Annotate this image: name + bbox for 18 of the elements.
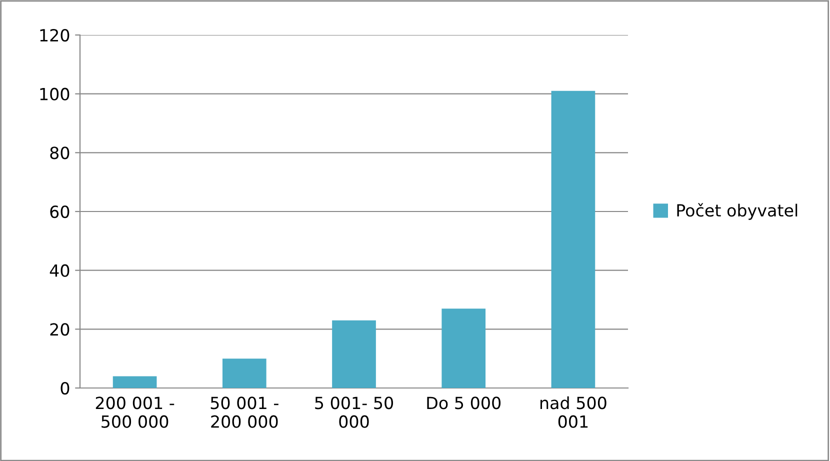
x-tick-label: Do 5 000: [427, 396, 501, 410]
y-tick-label: 0: [60, 382, 70, 395]
x-tick-label: 200 001 - 500 000: [96, 396, 174, 428]
x-tick-label: nad 500 001: [540, 396, 606, 428]
x-tick-label: 5 001- 50 000: [315, 396, 394, 428]
x-tick-label: 50 001 - 200 000: [210, 396, 278, 428]
bar: [442, 308, 486, 388]
bar: [551, 90, 596, 388]
y-tick-label: 100: [40, 88, 70, 100]
y-tick-label: 40: [50, 264, 70, 277]
y-tick-label: 80: [50, 146, 70, 160]
y-tick-label: 20: [50, 323, 70, 336]
bar: [222, 358, 266, 388]
y-tick-label: 120: [40, 28, 70, 42]
bar: [332, 320, 376, 388]
y-tick-label: 60: [50, 205, 70, 218]
bar: [112, 376, 157, 388]
legend-label: Počet obyvatel: [677, 203, 798, 220]
